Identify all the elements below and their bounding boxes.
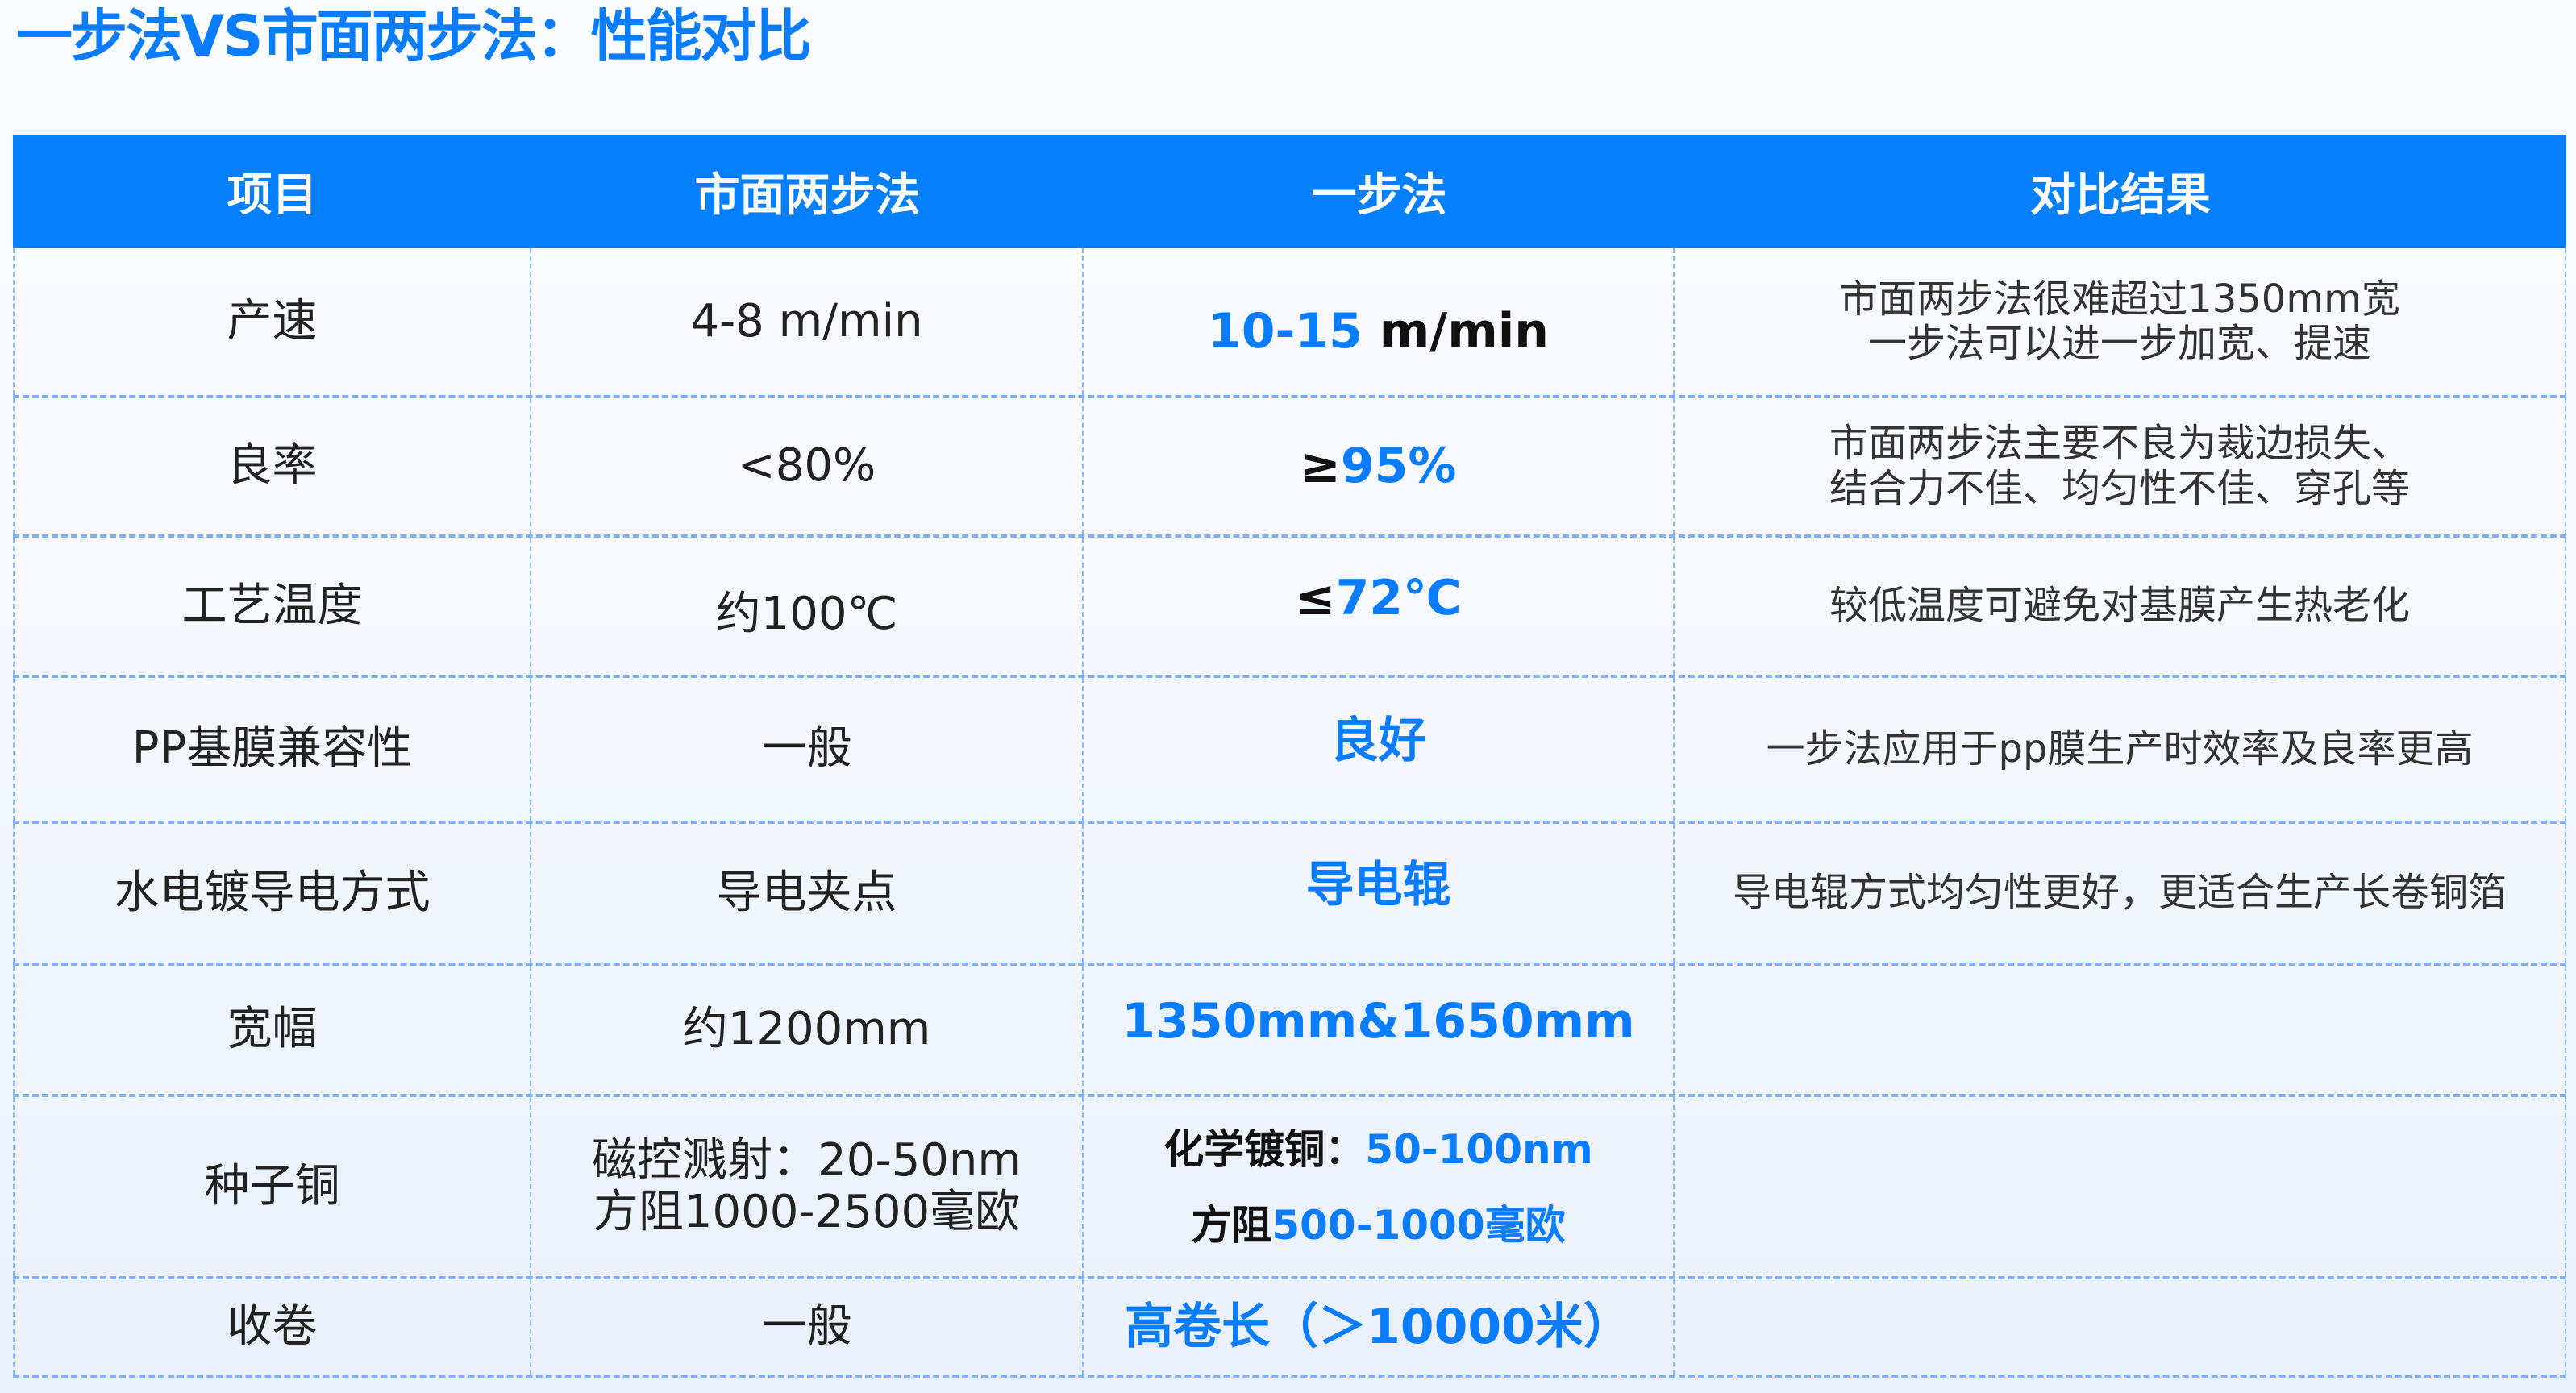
- highlight: 导电辊: [1305, 856, 1451, 913]
- highlight: 500-1000毫欧: [1271, 1202, 1566, 1249]
- header-item: 项目: [227, 169, 318, 222]
- cell-result: 导电辊方式均匀性更好，更适合生产长卷铜箔: [1675, 824, 2566, 963]
- highlight: 高卷长（＞10000米）: [1125, 1299, 1632, 1355]
- result-line: 市面两步法主要不良为裁边损失、: [1829, 421, 2410, 467]
- result-line: 市面两步法很难超过1350mm宽: [1839, 276, 2400, 322]
- cell-two-step: 约1200mm: [531, 966, 1084, 1094]
- cell-one-step: 导电辊: [1084, 824, 1675, 963]
- highlight: 10-15: [1207, 302, 1363, 360]
- header-two-step: 市面两步法: [694, 169, 921, 222]
- result-line: 一步法可以进一步加宽、提速: [1867, 321, 2371, 366]
- cell-two-step: <80%: [531, 398, 1084, 534]
- cell-result: 市面两步法主要不良为裁边损失、 结合力不佳、均匀性不佳、穿孔等: [1675, 398, 2566, 534]
- cell-item: 产速: [13, 248, 531, 395]
- table-row: PP基膜兼容性 一般 良好 一步法应用于pp膜生产时效率及良率更高: [13, 678, 2566, 824]
- highlight: 72℃: [1335, 569, 1462, 626]
- cell-item: 水电镀导电方式: [13, 824, 531, 963]
- cell-one-step: ≤72℃: [1084, 538, 1675, 675]
- cell-two-step: 磁控溅射：20-50nm 方阻1000-2500毫欧: [531, 1097, 1084, 1276]
- cell-one-step: 10-15 m/min: [1084, 248, 1675, 395]
- highlight: 95%: [1340, 438, 1457, 494]
- cell-item: 宽幅: [13, 966, 531, 1094]
- table-row: 种子铜 磁控溅射：20-50nm 方阻1000-2500毫欧 化学镀铜：50-10…: [13, 1097, 2566, 1279]
- cell-item: PP基膜兼容性: [13, 678, 531, 821]
- cell-item: 工艺温度: [13, 538, 531, 675]
- table-row: 工艺温度 约100℃ ≤72℃ 较低温度可避免对基膜产生热老化: [13, 538, 2566, 678]
- cell-result: 较低温度可避免对基膜产生热老化: [1675, 538, 2566, 675]
- cell-item: 种子铜: [13, 1097, 531, 1276]
- header-result: 对比结果: [2030, 169, 2211, 222]
- value-line: 磁控溅射：20-50nm: [592, 1133, 1022, 1187]
- highlight: 50-100nm: [1365, 1125, 1593, 1173]
- cell-one-step: 化学镀铜：50-100nm 方阻500-1000毫欧: [1084, 1097, 1675, 1276]
- label: 化学镀铜：: [1163, 1125, 1366, 1173]
- cell-result: 市面两步法很难超过1350mm宽 一步法可以进一步加宽、提速: [1675, 248, 2566, 395]
- symbol: ≤: [1295, 569, 1336, 626]
- cell-one-step: 良好: [1084, 678, 1675, 821]
- cell-item: 良率: [13, 398, 531, 534]
- table-row: 宽幅 约1200mm 1350mm&1650mm: [13, 966, 2566, 1097]
- cell-one-step: ≥95%: [1084, 398, 1675, 534]
- cell-result: [1675, 1279, 2566, 1375]
- cell-result: [1675, 1097, 2566, 1276]
- table-row: 产速 4-8 m/min 10-15 m/min 市面两步法很难超过1350mm…: [13, 248, 2566, 398]
- cell-one-step: 1350mm&1650mm: [1084, 966, 1675, 1094]
- cell-one-step: 高卷长（＞10000米）: [1084, 1279, 1675, 1375]
- cell-two-step: 一般: [531, 678, 1084, 821]
- comparison-table: 项目 市面两步法 一步法 对比结果 产速 4-8 m/min 10-15 m/m…: [13, 135, 2566, 1378]
- result-line: 结合力不佳、均匀性不佳、穿孔等: [1829, 465, 2410, 511]
- table-header: 项目 市面两步法 一步法 对比结果: [13, 135, 2566, 248]
- unit: m/min: [1362, 302, 1550, 360]
- value-line: 方阻1000-2500毫欧: [593, 1186, 1021, 1238]
- value-line: 方阻500-1000毫欧: [1191, 1199, 1565, 1250]
- label: 方阻: [1191, 1202, 1272, 1249]
- value-line: 化学镀铜：50-100nm: [1163, 1123, 1592, 1175]
- table-row: 水电镀导电方式 导电夹点 导电辊 导电辊方式均匀性更好，更适合生产长卷铜箔: [13, 824, 2566, 966]
- symbol: ≥: [1300, 438, 1341, 494]
- header-one-step: 一步法: [1311, 169, 1447, 222]
- cell-two-step: 导电夹点: [531, 824, 1084, 963]
- highlight: 良好: [1330, 713, 1427, 769]
- cell-item: 收卷: [13, 1279, 531, 1375]
- table-row: 良率 <80% ≥95% 市面两步法主要不良为裁边损失、 结合力不佳、均匀性不佳、…: [13, 398, 2566, 538]
- cell-result: [1675, 966, 2566, 1094]
- cell-two-step: 4-8 m/min: [531, 248, 1084, 395]
- highlight: 1350mm&1650mm: [1122, 993, 1635, 1050]
- cell-two-step: 一般: [531, 1279, 1084, 1375]
- page-title: 一步法VS市面两步法：性能对比: [16, 3, 812, 69]
- cell-result: 一步法应用于pp膜生产时效率及良率更高: [1675, 678, 2566, 821]
- table-row: 收卷 一般 高卷长（＞10000米）: [13, 1279, 2566, 1378]
- cell-two-step: 约100℃: [531, 538, 1084, 675]
